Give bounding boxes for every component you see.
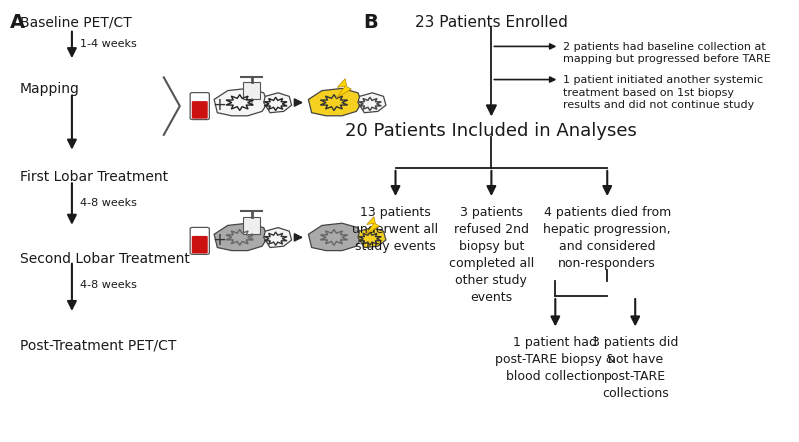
Text: 1 patient initiated another systemic
treatment based on 1st biopsy
results and d: 1 patient initiated another systemic tre… [563,75,763,110]
Text: 1-4 weeks: 1-4 weeks [80,39,137,49]
Text: 1 patient had
post-TARE biopsy &
blood collection: 1 patient had post-TARE biopsy & blood c… [495,336,615,383]
Text: B: B [364,13,378,32]
FancyBboxPatch shape [243,217,260,234]
Polygon shape [366,217,380,234]
FancyBboxPatch shape [192,236,208,253]
Polygon shape [214,88,268,116]
Text: First Lobar Treatment: First Lobar Treatment [20,170,168,184]
Polygon shape [308,88,362,116]
Text: Second Lobar Treatment: Second Lobar Treatment [20,252,190,266]
Text: A: A [10,13,25,32]
Text: 13 patients
underwent all
study events: 13 patients underwent all study events [352,206,439,252]
FancyBboxPatch shape [192,101,208,118]
Polygon shape [214,223,268,251]
Text: 3 patients did
not have
post-TARE
collections: 3 patients did not have post-TARE collec… [592,336,678,400]
FancyBboxPatch shape [243,82,260,99]
Text: 4-8 weeks: 4-8 weeks [80,280,137,290]
Text: Baseline PET/CT: Baseline PET/CT [20,15,132,30]
Text: 23 Patients Enrolled: 23 Patients Enrolled [415,15,568,30]
Text: Mapping: Mapping [20,82,80,96]
Text: 2 patients had baseline collection at
mapping but progressed before TARE: 2 patients had baseline collection at ma… [563,42,771,65]
Text: 3 patients
refused 2nd
biopsy but
completed all
other study
events: 3 patients refused 2nd biopsy but comple… [449,206,534,304]
Polygon shape [336,79,352,98]
Polygon shape [358,228,386,248]
Text: 4-8 weeks: 4-8 weeks [80,198,137,208]
Text: 4 patients died from
hepatic progression,
and considered
non-responders: 4 patients died from hepatic progression… [543,206,671,270]
Polygon shape [358,93,386,113]
Text: Post-Treatment PET/CT: Post-Treatment PET/CT [20,338,177,352]
Text: 20 Patients Included in Analyses: 20 Patients Included in Analyses [345,122,638,140]
Polygon shape [308,223,362,251]
Polygon shape [264,228,292,248]
Polygon shape [264,93,292,113]
Text: +: + [212,231,226,249]
Text: +: + [212,96,226,114]
